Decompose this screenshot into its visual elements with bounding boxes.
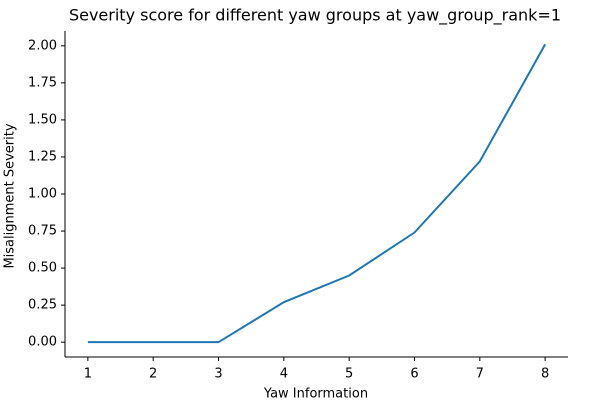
y-tick-label: 1.25	[28, 149, 57, 164]
x-tick-label: 2	[149, 367, 157, 382]
x-axis-label: Yaw Information	[263, 387, 368, 402]
x-tick-label: 1	[84, 367, 92, 382]
x-tick-label: 5	[345, 367, 353, 382]
chart-title: Severity score for different yaw groups …	[69, 6, 561, 26]
y-axis-label: Misalignment Severity	[3, 123, 18, 268]
x-tick-label: 4	[280, 367, 288, 382]
x-tick-label: 3	[214, 367, 222, 382]
y-tick-label: 0.50	[28, 261, 57, 276]
x-tick-label: 7	[476, 367, 484, 382]
y-tick-label: 1.75	[28, 75, 57, 90]
x-tick-label: 6	[410, 367, 418, 382]
y-tick-label: 0.25	[28, 298, 57, 313]
y-tick-label: 0.00	[28, 335, 57, 350]
y-tick-label: 2.00	[28, 38, 57, 53]
line-series	[87, 43, 547, 344]
x-tick-label: 8	[541, 367, 549, 382]
y-tick-label: 0.75	[28, 224, 57, 239]
y-tick-label: 1.50	[28, 112, 57, 127]
y-tick-label: 1.00	[28, 187, 57, 202]
